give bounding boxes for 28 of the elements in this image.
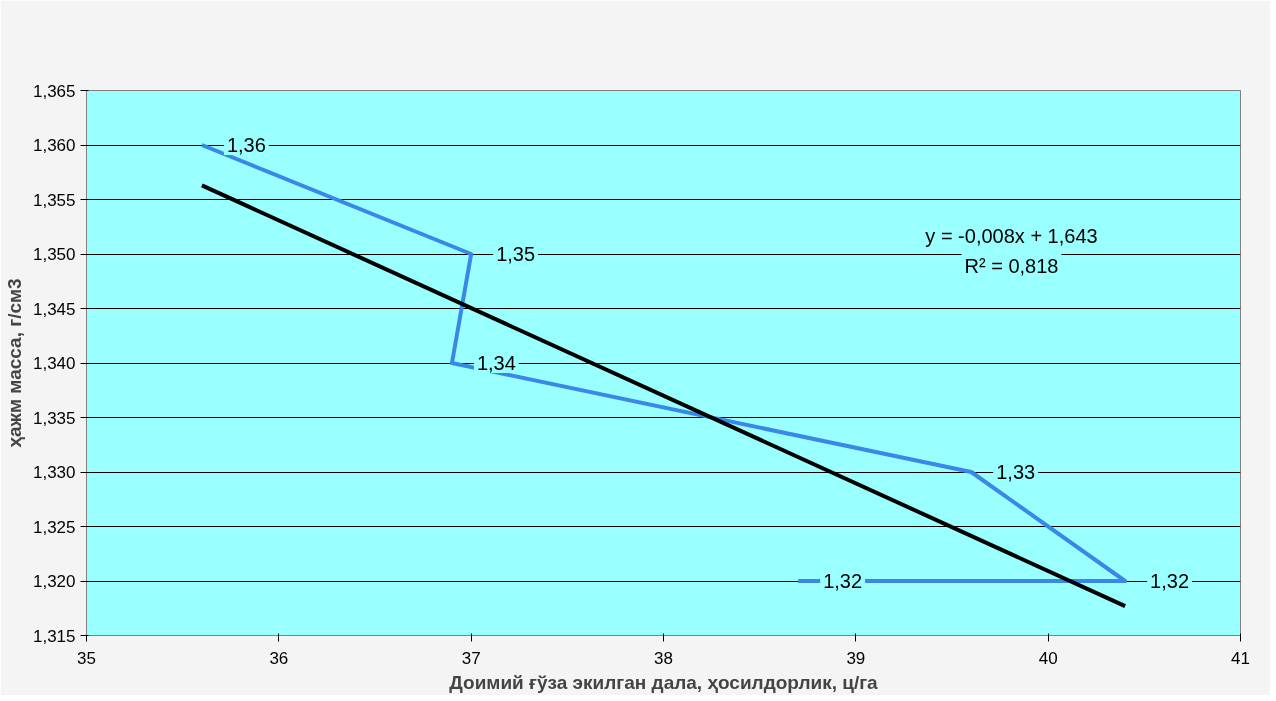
y-tick-label: 1,330 <box>32 463 76 482</box>
x-tick-label: 39 <box>846 648 866 668</box>
y-tick-label: 1,355 <box>32 190 76 210</box>
y-tick-label: 1,320 <box>32 572 76 591</box>
annotation: R² = 0,818 <box>964 254 1059 277</box>
x-tick-label: 40 <box>1038 648 1058 668</box>
data-label: 1,33 <box>996 461 1036 483</box>
x-tick-label: 36 <box>269 648 289 668</box>
x-tick-label: 38 <box>654 648 673 668</box>
data-label: 1,32 <box>1150 570 1190 592</box>
y-tick-label: 1,350 <box>32 245 76 264</box>
y-tick-label: 1,325 <box>32 517 76 537</box>
data-label: 1,34 <box>476 352 516 374</box>
data-label: 1,32 <box>823 570 863 592</box>
y-tick-label: 1,315 <box>32 626 76 646</box>
y-tick-label: 1,345 <box>32 299 76 319</box>
data-label: 1,36 <box>226 134 266 156</box>
x-tick-label: 41 <box>1231 648 1250 668</box>
annotation: y = -0,008x + 1,643 <box>925 224 1098 247</box>
y-tick-label: 1,335 <box>32 408 76 428</box>
y-tick-label: 1,340 <box>32 354 76 373</box>
x-tick-label: 35 <box>77 648 96 668</box>
y-tick-label: 1,360 <box>32 136 76 155</box>
y-axis-title: ҳажм масса, г/см3 <box>3 278 25 448</box>
y-tick-label: 1,365 <box>32 81 76 101</box>
data-label: 1,35 <box>496 243 536 265</box>
x-axis-title: Доимий ғўза экилган дала, ҳосилдорлик, ц/га <box>449 671 879 693</box>
x-tick-label: 37 <box>461 648 481 668</box>
